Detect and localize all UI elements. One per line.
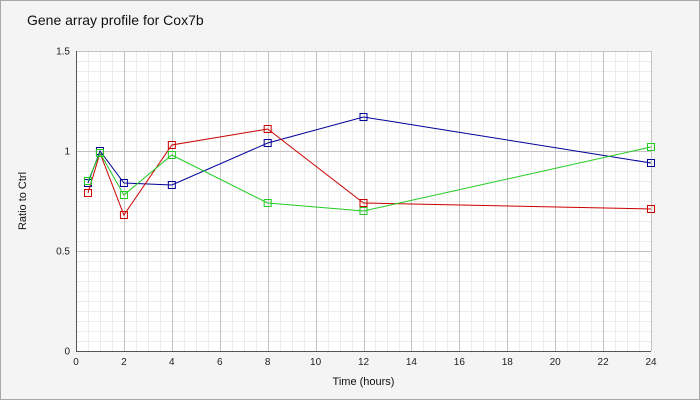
data-point: [167, 141, 176, 149]
data-point: [119, 179, 128, 187]
x-axis-label: Time (hours): [333, 376, 395, 388]
data-point: [263, 199, 272, 207]
data-point: [359, 207, 368, 215]
x-tick-label: 24: [645, 357, 657, 368]
x-tick-label: 16: [454, 357, 466, 368]
x-tick-label: 10: [310, 357, 322, 368]
x-tick-label: 18: [502, 357, 514, 368]
y-tick-label: 0: [64, 347, 70, 358]
x-tick-label: 20: [550, 357, 562, 368]
data-point: [647, 159, 655, 167]
series-line: [87, 116, 652, 186]
y-axis-label: Ratio to Ctrl: [17, 172, 29, 230]
x-tick-label: 12: [358, 357, 370, 368]
data-point: [263, 125, 272, 133]
x-tick-label: 6: [217, 357, 223, 368]
data-point: [359, 113, 368, 121]
x-tick-label: 22: [598, 357, 610, 368]
data-point: [83, 177, 92, 185]
x-tick-label: 4: [169, 357, 175, 368]
x-tick-label: 14: [406, 357, 418, 368]
data-point: [167, 181, 176, 189]
data-point: [647, 143, 655, 151]
data-point: [83, 189, 92, 197]
data-point: [359, 199, 368, 207]
y-tick-label: 1: [64, 147, 70, 158]
data-point: [119, 191, 128, 199]
x-tick-label: 8: [265, 357, 271, 368]
x-tick-label: 2: [121, 357, 127, 368]
data-point: [95, 149, 104, 157]
data-point: [263, 139, 272, 147]
y-tick-label: 0.5: [56, 247, 70, 258]
chart-title: Gene array profile for Cox7b: [27, 12, 204, 28]
series-1: [83, 113, 655, 189]
x-tick-label: 0: [73, 357, 79, 368]
series-line: [87, 146, 652, 212]
data-point: [167, 151, 176, 159]
series-3: [83, 143, 655, 215]
data-point: [647, 205, 655, 213]
y-tick-label: 1.5: [56, 47, 70, 58]
data-point: [119, 211, 128, 219]
